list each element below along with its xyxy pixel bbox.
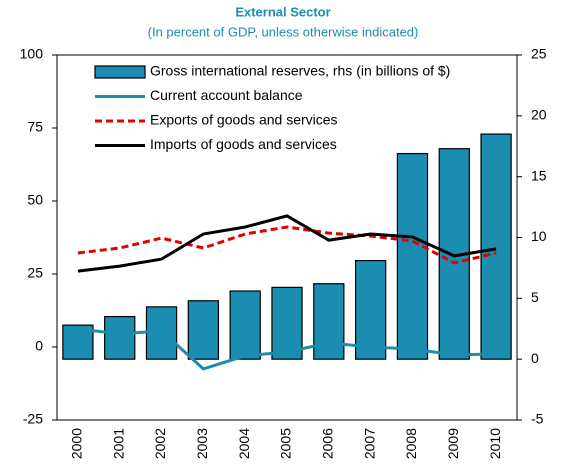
- x-tick-label: 2003: [194, 428, 210, 459]
- bar: [354, 260, 387, 360]
- x-tick-label: 2005: [278, 428, 294, 459]
- y2-tick-label: 20: [531, 107, 547, 123]
- x-tick-label: 2010: [487, 428, 503, 459]
- x-tick-label: 2002: [152, 428, 168, 459]
- x-tick-label: 2009: [445, 428, 461, 459]
- y2-tick-label: -5: [531, 411, 544, 427]
- y2-tick-label: 25: [531, 46, 547, 62]
- x-tick-label: 2004: [236, 428, 252, 459]
- x-tick-label: 2000: [69, 428, 85, 459]
- legend-label: Imports of goods and services: [150, 136, 337, 152]
- y2-tick-label: 0: [531, 350, 539, 366]
- bar: [271, 286, 303, 360]
- x-tick-label: 2006: [320, 428, 336, 459]
- y-tick-label: 50: [27, 192, 43, 208]
- y-tick-label: 25: [27, 265, 43, 281]
- y-tick-label: -25: [23, 411, 43, 427]
- bar: [187, 300, 220, 360]
- y-tick-label: 0: [35, 338, 43, 354]
- y-tick-label: 100: [20, 46, 44, 62]
- chart-subtitle: (In percent of GDP, unless otherwise ind…: [148, 24, 419, 39]
- legend-swatch: [94, 65, 146, 79]
- legend-label: Exports of goods and services: [150, 112, 338, 128]
- legend-label: Current account balance: [150, 87, 303, 103]
- bar: [229, 290, 261, 360]
- x-tick-label: 2008: [403, 428, 419, 459]
- x-tick-label: 2007: [361, 428, 377, 459]
- chart-title: External Sector: [235, 4, 330, 19]
- y2-tick-label: 10: [531, 228, 547, 244]
- bar: [104, 315, 136, 360]
- line: [77, 327, 497, 371]
- legend-label: Gross international reserves, rhs (in bi…: [150, 63, 450, 79]
- y2-tick-label: 15: [531, 167, 547, 183]
- line: [77, 214, 497, 273]
- line: [77, 225, 497, 265]
- x-tick-label: 2001: [110, 428, 126, 459]
- bar: [313, 283, 345, 360]
- bar: [480, 133, 512, 360]
- bar: [396, 152, 429, 360]
- y-tick-label: 75: [27, 119, 43, 135]
- y2-tick-label: 5: [531, 289, 539, 305]
